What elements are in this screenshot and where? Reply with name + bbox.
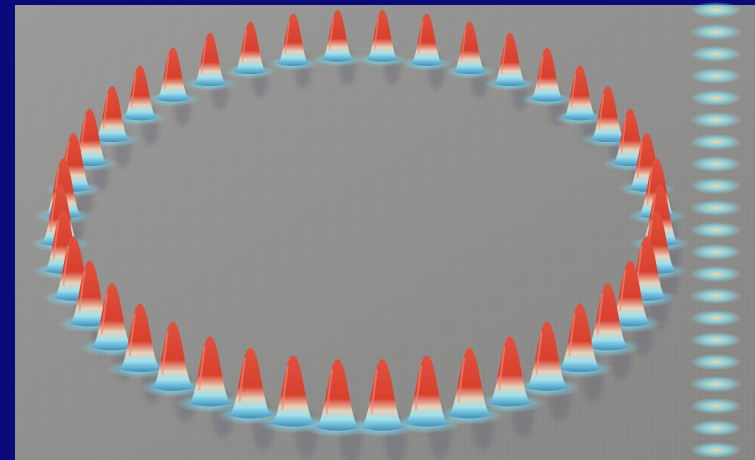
scene [0, 0, 755, 460]
ripple [690, 112, 742, 128]
ripple [690, 332, 742, 348]
ripple [690, 398, 742, 414]
ripple [690, 288, 742, 304]
page: (() => { const NS = 'http://www.w3.org/2… [0, 0, 755, 460]
ripple [690, 90, 742, 106]
ripple [690, 420, 742, 436]
ripple [690, 46, 742, 62]
ripple [690, 310, 742, 326]
ripple [690, 266, 742, 282]
ripple [690, 156, 742, 172]
ripple [690, 354, 742, 370]
ripple-column [690, 2, 742, 458]
ripple [690, 222, 742, 238]
ripple [690, 178, 742, 194]
ripple [690, 24, 742, 40]
ripple [690, 134, 742, 150]
ripple [690, 2, 742, 18]
ripple [690, 442, 742, 458]
ripple [690, 68, 742, 84]
ripple [690, 376, 742, 392]
ripple [690, 244, 742, 260]
ripple [690, 200, 742, 216]
